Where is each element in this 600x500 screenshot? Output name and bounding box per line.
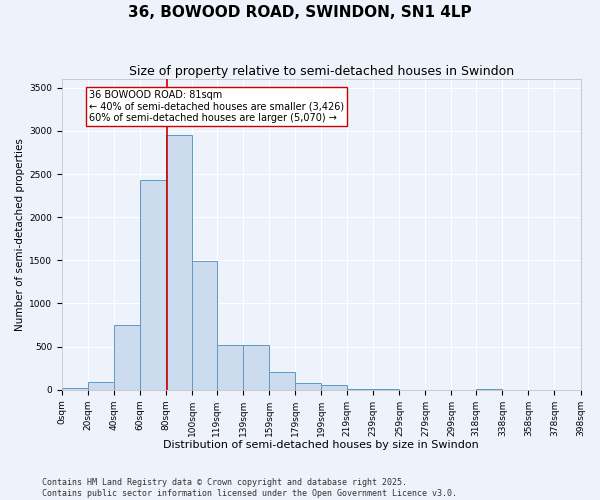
- Bar: [62, 388, 88, 390]
- Y-axis label: Number of semi-detached properties: Number of semi-detached properties: [15, 138, 25, 331]
- Bar: [321, 384, 347, 390]
- X-axis label: Distribution of semi-detached houses by size in Swindon: Distribution of semi-detached houses by …: [163, 440, 479, 450]
- Bar: [88, 382, 114, 390]
- Bar: [269, 372, 295, 390]
- Text: Contains HM Land Registry data © Crown copyright and database right 2025.
Contai: Contains HM Land Registry data © Crown c…: [42, 478, 457, 498]
- Bar: [243, 345, 269, 390]
- Title: Size of property relative to semi-detached houses in Swindon: Size of property relative to semi-detach…: [128, 65, 514, 78]
- Bar: [217, 345, 243, 390]
- Text: 36 BOWOOD ROAD: 81sqm
← 40% of semi-detached houses are smaller (3,426)
60% of s: 36 BOWOOD ROAD: 81sqm ← 40% of semi-deta…: [89, 90, 344, 122]
- Text: 36, BOWOOD ROAD, SWINDON, SN1 4LP: 36, BOWOOD ROAD, SWINDON, SN1 4LP: [128, 5, 472, 20]
- Bar: [166, 135, 192, 390]
- Bar: [114, 325, 140, 390]
- Bar: [295, 384, 321, 390]
- Bar: [140, 180, 166, 390]
- Bar: [192, 261, 217, 390]
